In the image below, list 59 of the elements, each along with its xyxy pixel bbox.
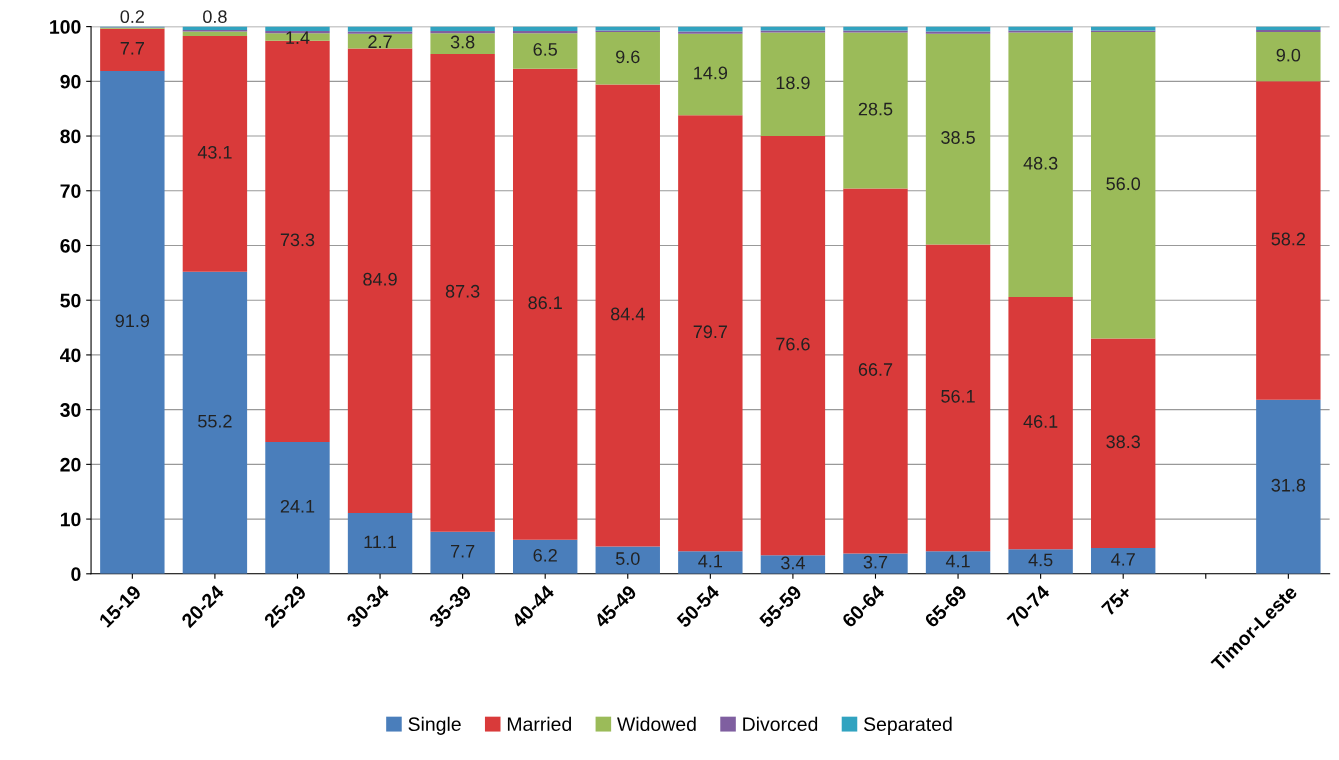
- data-label: 56.0: [1106, 177, 1141, 191]
- legend-label: Married: [507, 716, 571, 732]
- data-label: 4.1: [698, 554, 723, 568]
- data-label: 4.1: [945, 554, 970, 568]
- data-label: 9.0: [1276, 48, 1301, 62]
- data-label: 38.5: [941, 131, 975, 144]
- y-tick-label: 70: [60, 184, 81, 198]
- y-tick-label: 0: [71, 567, 81, 582]
- y-tick-label: 50: [60, 293, 81, 308]
- data-label: 18.9: [776, 76, 810, 90]
- y-tick-label: 40: [60, 348, 81, 363]
- y-tick-label: 100: [50, 20, 81, 34]
- data-label: 76.6: [776, 337, 810, 351]
- y-tick-label: 20: [60, 457, 81, 472]
- data-label: 56.1: [941, 389, 975, 403]
- data-label: 28.5: [858, 102, 893, 116]
- x-tick-label: 75+: [1100, 584, 1133, 617]
- legend-label: Separated: [863, 716, 952, 735]
- data-label: 6.2: [533, 548, 557, 562]
- data-label: 2.7: [368, 35, 392, 48]
- data-label: 4.7: [1111, 553, 1135, 566]
- data-label: 3.7: [863, 555, 888, 569]
- data-label: 79.7: [693, 325, 728, 339]
- data-label: 84.4: [610, 307, 645, 321]
- y-tick-label: 10: [60, 512, 81, 527]
- data-label: 9.6: [616, 50, 640, 64]
- data-label: 84.9: [363, 272, 397, 286]
- data-label: 31.8: [1271, 478, 1306, 492]
- legend-label: Single: [408, 716, 461, 735]
- data-label: 3.8: [450, 35, 475, 49]
- y-tick-label: 60: [60, 238, 81, 253]
- data-label: 38.3: [1106, 435, 1140, 449]
- data-label: 14.9: [694, 66, 728, 80]
- data-label: 91.9: [115, 314, 150, 328]
- data-label: 0.2: [120, 10, 144, 24]
- legend-label: Widowed: [617, 716, 696, 732]
- legend-label: Divorced: [743, 716, 818, 732]
- y-tick-label: 30: [60, 403, 81, 417]
- data-label: 48.3: [1023, 156, 1058, 170]
- data-label: 43.1: [197, 145, 232, 159]
- data-label: 73.3: [280, 233, 315, 247]
- data-label: 5.0: [615, 552, 640, 565]
- y-tick-label: 90: [60, 74, 81, 89]
- y-tick-label: 80: [60, 129, 81, 144]
- data-label: 7.7: [451, 544, 475, 558]
- data-label: 7.7: [120, 42, 144, 55]
- data-label: 4.5: [1028, 553, 1053, 567]
- data-label: 58.2: [1271, 232, 1306, 246]
- data-label: 87.3: [445, 284, 480, 298]
- data-label: 86.1: [528, 296, 562, 310]
- data-label: 66.7: [858, 363, 893, 376]
- data-label: 24.1: [280, 499, 315, 513]
- data-label: 55.2: [198, 414, 232, 428]
- data-label: 1.4: [286, 31, 310, 44]
- data-label: 3.4: [781, 556, 805, 570]
- data-label: 0.8: [203, 10, 227, 24]
- data-label: 11.1: [364, 535, 397, 549]
- data-label: 6.5: [533, 43, 557, 56]
- data-label: 46.1: [1023, 415, 1058, 428]
